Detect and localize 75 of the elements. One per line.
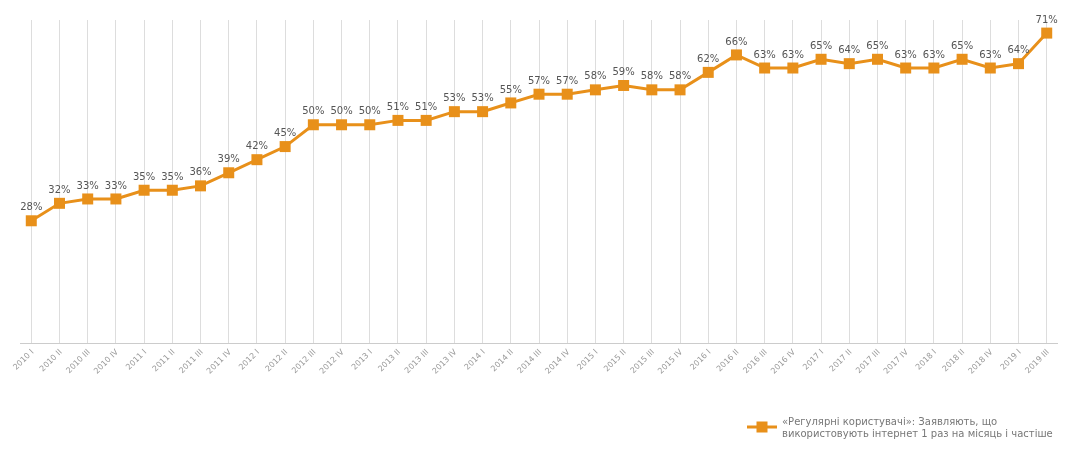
data-label: 50% <box>302 105 325 117</box>
point <box>618 79 630 91</box>
point <box>787 62 799 74</box>
data-label: 65% <box>866 39 889 51</box>
data-label: 42% <box>245 140 269 152</box>
point <box>702 66 714 78</box>
point <box>110 193 122 205</box>
data-label: 28% <box>20 201 43 213</box>
data-label: 58% <box>584 70 607 82</box>
point <box>533 88 545 100</box>
data-label: 63% <box>894 48 917 60</box>
point <box>53 197 65 209</box>
point <box>730 49 742 61</box>
data-label: 45% <box>274 127 297 139</box>
data-label: 64% <box>1007 44 1030 56</box>
point <box>984 62 996 74</box>
data-label: 53% <box>443 92 466 104</box>
point <box>420 114 432 126</box>
data-label: 33% <box>76 179 99 191</box>
data-label: 63% <box>781 48 804 60</box>
data-label: 33% <box>104 179 128 191</box>
data-label: 65% <box>950 39 974 51</box>
point <box>477 106 489 118</box>
point <box>956 53 968 65</box>
data-label: 55% <box>499 83 522 95</box>
point <box>336 119 348 131</box>
data-label: 58% <box>640 70 663 82</box>
point <box>251 154 263 166</box>
data-label: 36% <box>189 166 212 178</box>
data-label: 63% <box>922 48 946 60</box>
data-label: 32% <box>48 183 71 195</box>
legend-label: «Регулярні користувачі»: Заявляють, що використовують інтернет 1 раз на місяць і частіше <box>782 415 1053 440</box>
data-label: 59% <box>612 66 635 78</box>
data-label: 51% <box>386 101 410 113</box>
data-label: 62% <box>697 53 720 65</box>
point <box>82 193 94 205</box>
point <box>928 62 940 74</box>
data-label: 39% <box>217 153 240 165</box>
point <box>759 62 771 74</box>
data-label: 63% <box>979 48 1002 60</box>
point <box>307 119 319 131</box>
point <box>166 184 178 196</box>
point <box>1013 58 1025 70</box>
point <box>871 53 883 65</box>
data-label: 64% <box>838 44 861 56</box>
data-label: 71% <box>1035 13 1058 25</box>
data-label: 63% <box>753 48 776 60</box>
point <box>138 184 150 196</box>
data-label: 35% <box>161 170 184 182</box>
data-label: 57% <box>556 74 579 86</box>
data-label: 65% <box>809 39 833 51</box>
data-label: 51% <box>415 101 438 113</box>
data-label: 53% <box>471 92 494 104</box>
point <box>561 88 573 100</box>
point <box>448 106 460 118</box>
point <box>843 58 855 70</box>
data-label: 50% <box>330 105 353 117</box>
point <box>900 62 912 74</box>
point <box>505 97 517 109</box>
data-label: 66% <box>725 35 748 47</box>
point <box>646 84 658 96</box>
point <box>279 141 291 153</box>
data-label: 58% <box>668 70 692 82</box>
data-label: 50% <box>358 105 381 117</box>
point <box>364 119 376 131</box>
point <box>195 180 207 192</box>
point <box>25 215 37 227</box>
point <box>674 84 686 96</box>
point <box>392 114 404 126</box>
data-label: 57% <box>527 74 551 86</box>
data-label: 35% <box>132 170 156 182</box>
point <box>589 84 601 96</box>
point <box>223 167 235 179</box>
point <box>1041 27 1053 39</box>
point <box>815 53 827 65</box>
